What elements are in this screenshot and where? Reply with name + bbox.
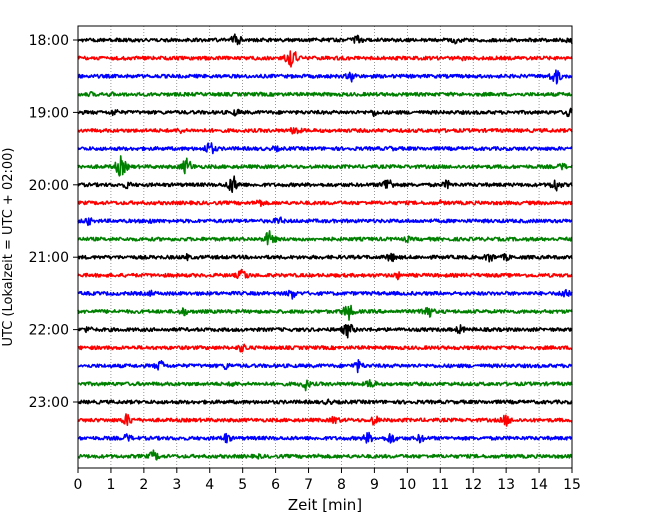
trace-1845	[77, 90, 573, 98]
plot-background	[78, 26, 572, 468]
trace-1830	[77, 69, 573, 85]
trace-1930	[77, 142, 573, 155]
x-tick-label: 4	[205, 477, 214, 493]
y-tick-label: 23:00	[29, 395, 69, 411]
trace-2215	[77, 343, 573, 353]
trace-2300	[77, 398, 573, 406]
trace-2230	[77, 358, 573, 374]
trace-1915	[77, 126, 573, 135]
trace-2130	[77, 288, 573, 300]
y-axis-title: UTC (Lokalzeit = UTC + 02:00)	[1, 148, 16, 347]
trace-2100	[77, 252, 573, 263]
trace-1900	[77, 107, 573, 118]
x-tick-label: 0	[74, 477, 83, 493]
x-tick-label: 2	[139, 477, 148, 493]
trace-2345	[77, 449, 573, 461]
y-tick-label: 22:00	[29, 323, 69, 339]
plot-frame	[77, 25, 573, 469]
x-tick-label: 11	[431, 477, 449, 493]
x-axis-ticks: 0 1 2 3 4 5 6 7 8 9 10 11 12 13 14 15	[74, 468, 581, 493]
trace-2145	[77, 304, 573, 321]
y-tick-label: 19:00	[29, 105, 69, 121]
y-tick-label: 20:00	[29, 178, 69, 194]
trace-1815	[77, 50, 573, 68]
trace-2315	[77, 413, 573, 427]
x-tick-label: 14	[530, 477, 548, 493]
trace-2015	[77, 199, 573, 208]
y-tick-label: 18:00	[29, 33, 69, 49]
trace-2330	[77, 431, 573, 444]
seismogram-traces	[77, 33, 573, 461]
trace-2030	[77, 216, 573, 227]
x-tick-label: 15	[563, 477, 581, 493]
x-tick-label: 13	[497, 477, 515, 493]
trace-2245	[77, 379, 573, 392]
x-tick-label: 10	[398, 477, 416, 493]
trace-2200	[77, 323, 573, 339]
x-tick-label: 3	[172, 477, 181, 493]
x-tick-label: 12	[464, 477, 482, 493]
trace-1945	[77, 155, 573, 177]
x-tick-label: 9	[370, 477, 379, 493]
trace-2045	[77, 230, 573, 246]
x-tick-label: 5	[238, 477, 247, 493]
y-axis-ticks: 18:00 19:00 20:00 21:00 22:00 23:00	[29, 33, 78, 411]
trace-2000	[77, 175, 573, 193]
x-tick-label: 8	[337, 477, 346, 493]
x-tick-label: 1	[106, 477, 115, 493]
trace-1800	[77, 33, 573, 46]
x-tick-label: 6	[271, 477, 280, 493]
x-tick-label: 7	[304, 477, 313, 493]
x-axis-title: Zeit [min]	[288, 496, 362, 514]
y-tick-label: 21:00	[29, 250, 69, 266]
trace-2115	[77, 268, 573, 281]
